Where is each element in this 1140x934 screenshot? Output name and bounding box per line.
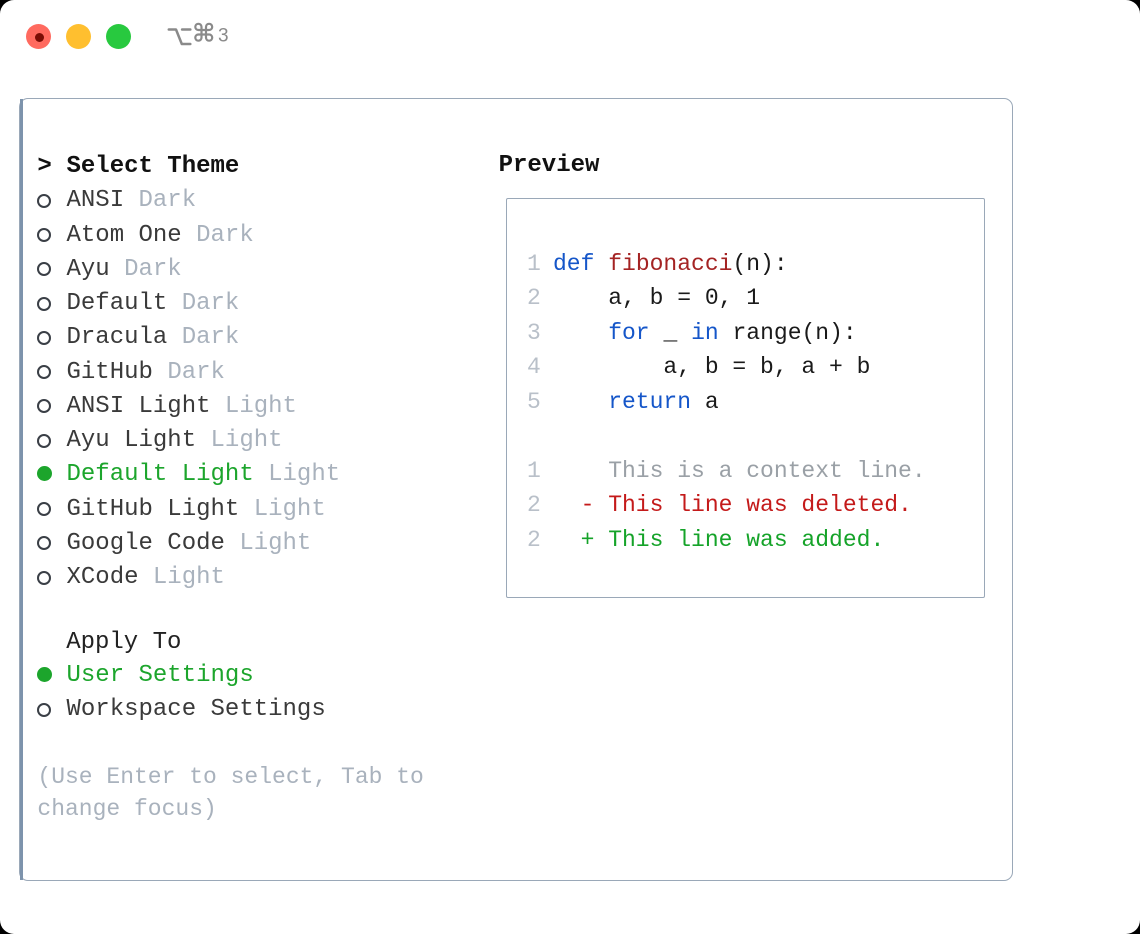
svg-text:3: 3 bbox=[218, 26, 229, 47]
